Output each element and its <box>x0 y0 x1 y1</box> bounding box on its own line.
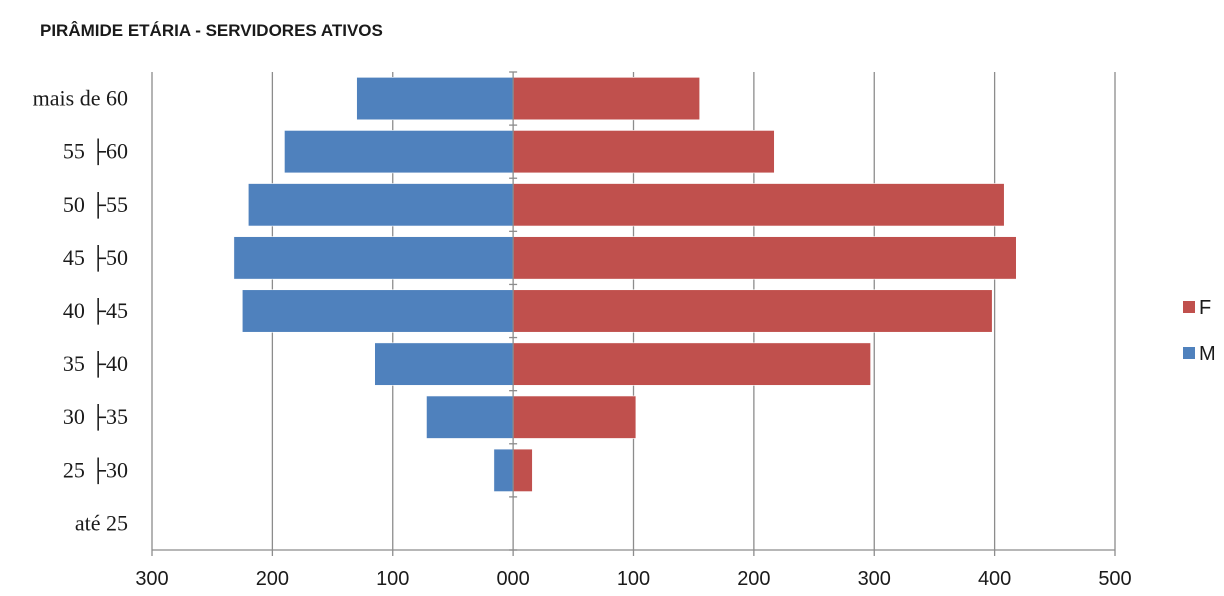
bar-m <box>493 448 514 492</box>
bar-f <box>512 183 1005 227</box>
bars <box>233 77 1017 492</box>
axes <box>151 71 1116 556</box>
chart-title: PIRÂMIDE ETÁRIA - SERVIDORES ATIVOS <box>40 21 383 40</box>
x-tick-label: 100 <box>617 568 650 590</box>
y-tick-label: 45 ├50 <box>63 244 128 272</box>
bar-m <box>356 77 514 121</box>
y-tick-label: 25 ├30 <box>63 456 128 484</box>
x-tick-label: 500 <box>1098 568 1131 590</box>
legend-swatch-f <box>1183 301 1195 313</box>
x-tick-label: 300 <box>858 568 891 590</box>
legend-label-f: F <box>1199 297 1211 319</box>
x-tick-label: 100 <box>376 568 409 590</box>
bar-f <box>512 236 1017 280</box>
legend-swatch-m <box>1183 347 1195 359</box>
bar-f <box>512 448 533 492</box>
x-tick-label: 200 <box>737 568 770 590</box>
y-tick-label: 40 ├45 <box>63 297 128 325</box>
bar-m <box>284 130 514 174</box>
y-tick-labels: mais de 60 55 ├60 50 ├55 45 ├50 40 ├45 35 ├40… <box>33 86 128 536</box>
bar-f <box>512 77 701 121</box>
y-tick-label: 55 ├60 <box>63 138 128 166</box>
bar-f <box>512 395 637 439</box>
y-tick-label: 50 ├55 <box>63 191 128 219</box>
bar-f <box>512 130 775 174</box>
bar-m <box>426 395 514 439</box>
legend: FM <box>1183 297 1216 365</box>
x-tick-label: 300 <box>135 568 168 590</box>
bar-m <box>248 183 514 227</box>
legend-label-m: M <box>1199 343 1216 365</box>
bar-m <box>241 289 514 333</box>
x-tick-label: 400 <box>978 568 1011 590</box>
x-tick-label: 200 <box>256 568 289 590</box>
y-tick-label: mais de 60 <box>33 86 128 111</box>
y-tick-label: 30 ├35 <box>63 403 128 431</box>
bar-f <box>512 289 993 333</box>
bar-m <box>374 342 514 386</box>
bar-f <box>512 342 871 386</box>
y-tick-label: 35 ├40 <box>63 350 128 378</box>
x-tick-labels: 300 200 100 000 100 200 300 400 500 <box>135 568 1131 590</box>
x-tick-label: 000 <box>496 568 529 590</box>
y-tick-label: até 25 <box>75 510 128 535</box>
bar-m <box>233 236 514 280</box>
